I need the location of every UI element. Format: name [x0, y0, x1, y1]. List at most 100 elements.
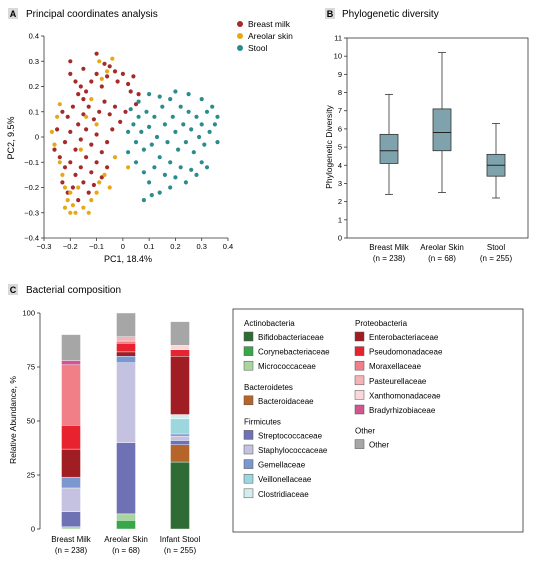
data-point-breast-milk — [84, 89, 89, 94]
data-point-breast-milk — [105, 165, 110, 170]
data-point-breast-milk — [128, 89, 133, 94]
data-point-stool — [149, 193, 154, 198]
panel-a-xlabel: PC1, 18.4% — [104, 254, 152, 264]
data-point-stool — [173, 89, 178, 94]
data-point-breast-milk — [94, 160, 99, 165]
data-point-breast-milk — [94, 51, 99, 56]
bar-segment-gemellaceae — [116, 356, 136, 363]
y-tick-label: −0.4 — [24, 234, 39, 243]
category-n-label: (n = 68) — [112, 546, 140, 555]
panel-a-title: Principal coordinates analysis — [26, 9, 158, 20]
data-point-areolar-skin — [102, 172, 107, 177]
data-point-stool — [186, 109, 191, 114]
legend-label: Xanthomonadaceae — [369, 391, 441, 400]
legend-swatch — [354, 360, 365, 371]
legend-swatch — [354, 346, 365, 356]
x-tick-label: 0.2 — [170, 242, 180, 251]
data-point-breast-milk — [107, 64, 112, 69]
bar-segment-streptococcaceae — [116, 442, 136, 515]
data-point-areolar-skin — [65, 198, 70, 203]
data-point-areolar-skin — [49, 129, 55, 134]
data-point-stool — [210, 104, 215, 109]
category-label: Stool — [487, 243, 505, 252]
y-tick-label: 4 — [338, 161, 342, 170]
data-point-breast-milk — [133, 102, 139, 107]
data-point-breast-milk — [136, 92, 141, 97]
legend-swatch — [243, 473, 254, 484]
category-label: Infant Stool — [160, 535, 201, 544]
legend-label: Bifidobacteriaceae — [258, 333, 324, 342]
bar-segment-enterobacteriaceae — [61, 448, 81, 478]
data-point-breast-milk — [89, 142, 94, 147]
panel-b-boxes: Breast Milk (n = 238) Areolar Skin (n = 68)… — [369, 52, 512, 263]
data-point-breast-milk — [102, 61, 107, 66]
data-point-stool — [149, 142, 154, 147]
category-label: Breast Milk — [51, 535, 92, 544]
data-point-breast-milk — [81, 66, 86, 71]
panel-a: A Principal coordinates analysis −0.3 −0.… — [6, 8, 293, 264]
category-label: Areolar Skin — [420, 243, 464, 252]
legend-label: Veillonellaceae — [258, 475, 312, 484]
bar-segment-other — [61, 334, 81, 361]
data-point-stool — [189, 127, 194, 132]
data-point-breast-milk — [78, 165, 83, 170]
data-point-stool — [128, 107, 133, 112]
bar-segment-pasteurellaceae — [116, 336, 136, 342]
data-point-stool — [147, 124, 152, 129]
panel-b-ylabel: Phylogenetic Diversity — [324, 104, 334, 188]
data-point-stool — [194, 172, 199, 177]
legend-label: Staphylococcaceae — [258, 446, 328, 455]
data-point-areolar-skin — [68, 210, 73, 215]
legend-label: Enterobacteriaceae — [369, 333, 439, 342]
data-point-breast-milk — [52, 147, 57, 152]
data-point-stool — [202, 142, 207, 147]
data-point-stool — [139, 129, 144, 134]
panel-c-letter: C — [10, 285, 17, 295]
bar-segment-moraxellaceae — [61, 364, 81, 426]
data-point-areolar-skin — [70, 203, 75, 208]
legend-swatch — [243, 459, 254, 469]
data-point-stool — [126, 150, 131, 155]
bar-segment-staphylococcaceae — [116, 362, 136, 443]
bar-segment-gemellaceae — [170, 433, 190, 437]
data-point-stool — [168, 97, 173, 102]
data-point-breast-milk — [112, 104, 118, 109]
bar-segment-veillonellaceae — [170, 418, 190, 435]
panel-a-points — [49, 51, 220, 215]
data-point-breast-milk — [57, 155, 62, 160]
data-point-areolar-skin — [110, 56, 115, 61]
plot-frame — [346, 37, 529, 239]
y-tick-label: 6 — [338, 124, 342, 133]
data-point-breast-milk — [86, 104, 91, 109]
legend-label: Bradyrhizobiaceae — [369, 406, 436, 415]
data-point-breast-milk — [81, 112, 86, 117]
data-point-breast-milk — [120, 71, 125, 76]
data-point-breast-milk — [131, 74, 136, 79]
data-point-breast-milk — [115, 79, 120, 84]
data-point-stool — [170, 114, 175, 119]
data-point-breast-milk — [76, 198, 81, 203]
data-point-stool — [147, 92, 152, 97]
iqr-box — [379, 133, 399, 164]
data-point-stool — [186, 92, 191, 97]
iqr-box — [432, 108, 452, 152]
data-point-areolar-skin — [126, 165, 131, 170]
bar-segment-clostridiaceae — [170, 414, 190, 420]
data-point-stool — [141, 198, 146, 203]
data-point-breast-milk — [105, 74, 110, 79]
x-tick-label: 0.3 — [196, 242, 206, 251]
data-point-breast-milk — [68, 59, 73, 64]
data-point-stool — [136, 99, 141, 104]
y-tick-label: 0.2 — [29, 82, 39, 91]
data-point-breast-milk — [60, 180, 65, 185]
data-point-stool — [194, 114, 199, 119]
legend-marker — [237, 33, 243, 39]
bar-segment-pseudomonadaceae — [61, 425, 81, 450]
data-point-areolar-skin — [86, 210, 91, 215]
x-tick-label: 0.4 — [223, 242, 233, 251]
data-point-stool — [204, 109, 210, 114]
panel-c-legend-frame — [232, 308, 524, 533]
data-point-areolar-skin — [89, 198, 94, 203]
bar-segment-micrococcaceae — [116, 513, 136, 521]
data-point-breast-milk — [70, 185, 75, 190]
